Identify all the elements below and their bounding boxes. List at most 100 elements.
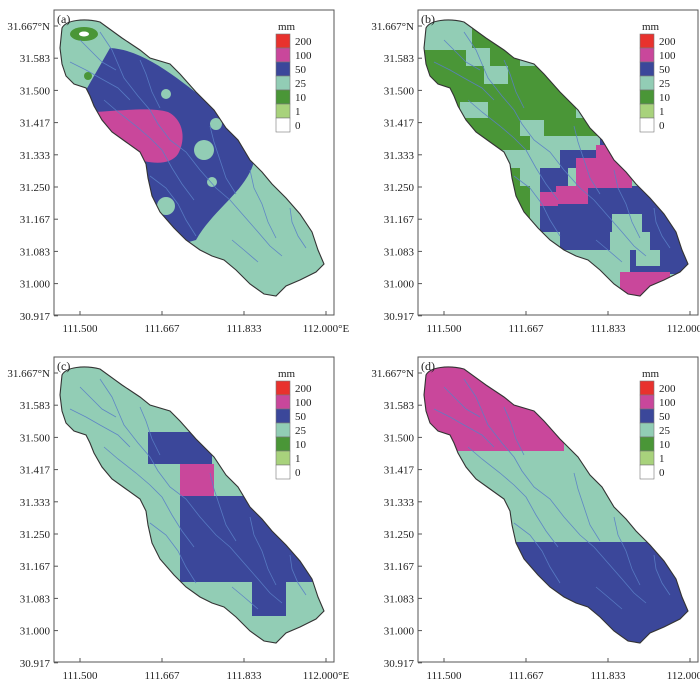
panel-c-label: (c) (57, 359, 70, 373)
y-tick-label-a: 31.333 (20, 150, 51, 162)
x-tick-label-d: 111.667 (509, 670, 544, 682)
x-tick-label-a: 111.833 (227, 323, 262, 335)
y-tick-label-a: 31.167 (20, 214, 51, 226)
legend-unit-d: mm (642, 368, 660, 380)
legend-swatch-d (639, 464, 655, 480)
axes-layer: 31.667°N 31.583 31.500 31.417 31.333 31.250 31… (7, 21, 700, 682)
y-tick-label-b: 31.667°N (371, 21, 414, 33)
y-tick-label-b: 31.083 (384, 246, 415, 258)
legend-label-c: 50 (295, 411, 307, 423)
legend-label-b: 25 (659, 78, 671, 90)
y-tick-label-d: 31.250 (384, 529, 415, 541)
legend-label-b: 1 (659, 106, 665, 118)
y-tick-label-d: 31.000 (384, 626, 415, 638)
panel-c: (c) (53, 356, 335, 663)
legend-swatch-a (275, 61, 291, 77)
legend-swatch-a (275, 75, 291, 91)
legend-swatch-b (639, 61, 655, 77)
y-tick-label-d: 31.667°N (371, 368, 414, 380)
y-tick-label-b: 31.500 (384, 85, 415, 97)
legend-label-c: 10 (295, 439, 307, 451)
y-tick-label-d: 31.083 (384, 593, 415, 605)
legend-label-c: 100 (295, 397, 312, 409)
y-tick-label-b: 30.917 (384, 311, 415, 323)
legend-swatch-d (639, 450, 655, 466)
y-tick-label-b: 31.333 (384, 150, 415, 162)
legend-swatch-c (275, 464, 291, 480)
legend-unit-a: mm (278, 21, 296, 33)
legend-label-d: 10 (659, 439, 671, 451)
legend-swatch-b (639, 117, 655, 133)
legend-label-a: 0 (295, 120, 301, 132)
legend-unit-b: mm (642, 21, 660, 33)
y-tick-label-c: 31.333 (20, 497, 51, 509)
y-tick-label-c: 31.417 (20, 465, 51, 477)
y-tick-label-c: 31.000 (20, 626, 51, 638)
legend-swatch-b (639, 89, 655, 105)
y-tick-label-c: 30.917 (20, 658, 51, 670)
x-tick-label-a: 112.000°E (303, 323, 350, 335)
legend-label-a: 50 (295, 64, 307, 76)
x-tick-label-b: 111.833 (591, 323, 626, 335)
legend-swatch-a (275, 89, 291, 105)
panel-d: (d) (417, 356, 699, 663)
legend-label-c: 25 (295, 425, 307, 437)
legend-swatch-b (639, 33, 655, 49)
y-tick-label-c: 31.167 (20, 561, 51, 573)
legend-label-b: 10 (659, 92, 671, 104)
y-tick-label-a: 31.667°N (7, 21, 50, 33)
legend-swatch-c (275, 408, 291, 424)
legend-label-d: 200 (659, 383, 676, 395)
legend-unit-c: mm (278, 368, 296, 380)
legend-swatch-a (275, 33, 291, 49)
x-tick-label-b: 112.000°E (667, 323, 700, 335)
legend-swatch-a (275, 117, 291, 133)
legend-label-a: 1 (295, 106, 301, 118)
y-tick-label-b: 31.250 (384, 182, 415, 194)
x-tick-label-d: 111.833 (591, 670, 626, 682)
y-tick-label-a: 31.500 (20, 85, 51, 97)
y-tick-label-b: 31.583 (384, 53, 415, 65)
x-tick-label-b: 111.667 (509, 323, 544, 335)
legend-label-d: 1 (659, 453, 665, 465)
legend-label-d: 0 (659, 467, 665, 479)
x-tick-label-a: 111.500 (63, 323, 98, 335)
panel-d-label: (d) (421, 359, 435, 373)
y-tick-label-d: 31.417 (384, 465, 415, 477)
legend-label-a: 25 (295, 78, 307, 90)
panel-a-label: (a) (57, 12, 70, 26)
legend-label-c: 1 (295, 453, 301, 465)
legend-label-c: 200 (295, 383, 312, 395)
x-tick-label-a: 111.667 (145, 323, 180, 335)
x-tick-label-c: 111.833 (227, 670, 262, 682)
y-tick-label-c: 31.500 (20, 432, 51, 444)
legend-swatch-a (275, 103, 291, 119)
x-tick-label-d: 112.000°E (667, 670, 700, 682)
legend-label-b: 200 (659, 36, 676, 48)
legend-label-a: 200 (295, 36, 312, 48)
x-tick-label-c: 111.500 (63, 670, 98, 682)
y-tick-label-a: 31.250 (20, 182, 51, 194)
panel-b-label: (b) (421, 12, 435, 26)
panel-a: (a) (53, 9, 335, 316)
legend-swatch-b (639, 75, 655, 91)
legend-swatch-a (275, 47, 291, 63)
x-tick-label-b: 111.500 (427, 323, 462, 335)
y-tick-label-a: 31.417 (20, 118, 51, 130)
legend-label-d: 100 (659, 397, 676, 409)
legend-label-d: 25 (659, 425, 671, 437)
legend-swatch-d (639, 408, 655, 424)
y-tick-label-b: 31.000 (384, 279, 415, 291)
legend-swatch-d (639, 436, 655, 452)
legend-swatch-c (275, 436, 291, 452)
legend-swatch-c (275, 450, 291, 466)
y-tick-label-a: 30.917 (20, 311, 51, 323)
y-tick-label-d: 31.167 (384, 561, 415, 573)
legend-label-d: 50 (659, 411, 671, 423)
y-tick-label-d: 31.500 (384, 432, 415, 444)
x-tick-label-c: 112.000°E (303, 670, 350, 682)
y-tick-label-a: 31.083 (20, 246, 51, 258)
y-tick-label-c: 31.083 (20, 593, 51, 605)
legend-swatch-b (639, 103, 655, 119)
